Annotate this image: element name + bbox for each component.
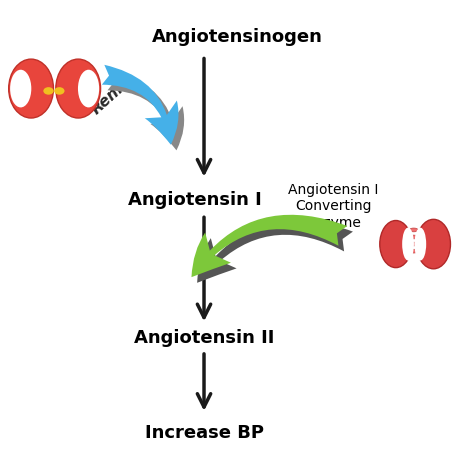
Ellipse shape	[417, 219, 450, 269]
Text: Angiotensinogen: Angiotensinogen	[152, 28, 322, 46]
FancyArrowPatch shape	[108, 71, 184, 150]
Ellipse shape	[9, 59, 54, 118]
FancyArrowPatch shape	[197, 220, 353, 283]
Ellipse shape	[56, 59, 100, 118]
Ellipse shape	[410, 242, 418, 246]
Ellipse shape	[410, 228, 418, 232]
FancyArrowPatch shape	[191, 215, 347, 277]
Ellipse shape	[402, 228, 414, 261]
Ellipse shape	[54, 87, 64, 95]
Text: Increase BP: Increase BP	[145, 424, 264, 442]
Text: Angiotensin I
Converting
enzyme: Angiotensin I Converting enzyme	[288, 183, 379, 229]
Ellipse shape	[78, 70, 99, 108]
Ellipse shape	[410, 235, 418, 239]
Text: Angiotensin I: Angiotensin I	[128, 191, 262, 209]
Ellipse shape	[43, 87, 54, 95]
Ellipse shape	[10, 70, 31, 108]
Text: Angiotensin II: Angiotensin II	[134, 329, 274, 347]
Ellipse shape	[410, 249, 418, 253]
Ellipse shape	[414, 228, 426, 261]
Ellipse shape	[380, 220, 412, 268]
Text: Renin: Renin	[89, 74, 135, 118]
FancyArrowPatch shape	[102, 65, 179, 145]
